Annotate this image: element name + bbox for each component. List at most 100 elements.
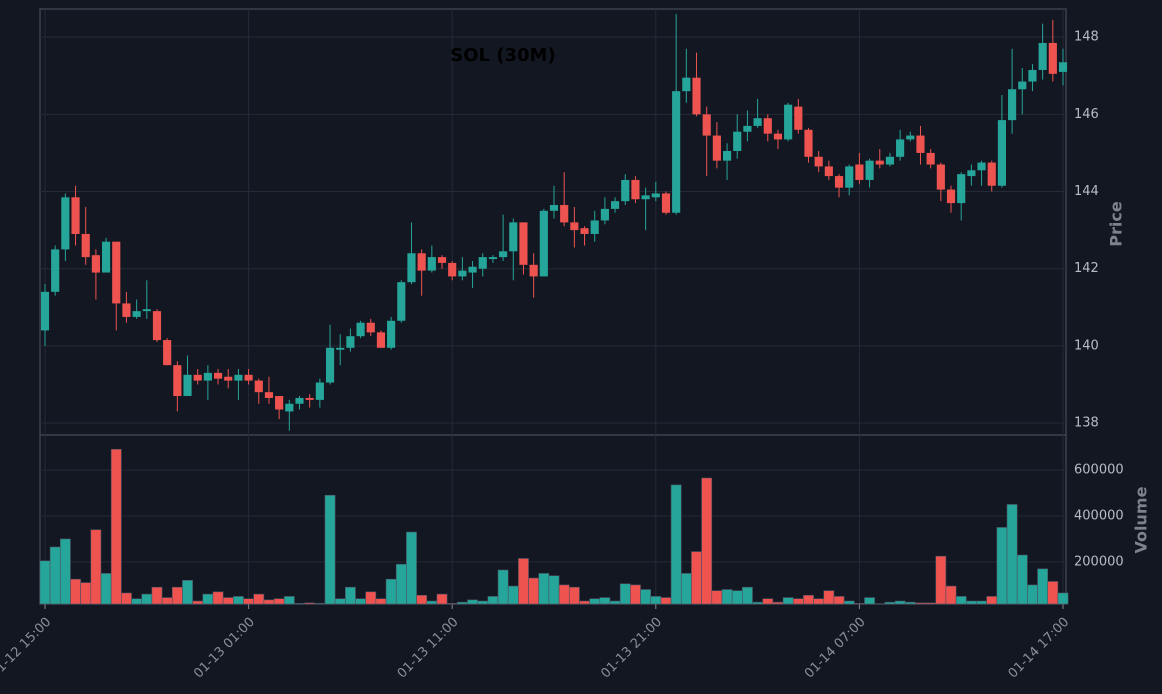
volume-bar <box>1027 584 1038 605</box>
volume-bar <box>222 597 234 605</box>
volume-bar <box>192 600 204 605</box>
candle-body <box>753 118 762 126</box>
volume-bar <box>518 558 529 605</box>
volume-bar <box>1047 581 1059 605</box>
x-tick-label: 01-12 15:00 <box>0 615 54 682</box>
candle-body <box>784 104 793 140</box>
volume-bar <box>141 593 153 605</box>
y-tick-label: 142 <box>1074 261 1099 276</box>
candle-body <box>325 347 335 383</box>
candle-body <box>875 160 884 165</box>
candle-body <box>539 210 548 277</box>
volume-bar <box>110 448 122 605</box>
candle-body <box>1048 42 1057 74</box>
volume-bar <box>884 601 896 605</box>
candle-body <box>712 135 721 161</box>
candle-body <box>163 340 172 366</box>
candle-body <box>315 382 324 400</box>
volume-bar <box>385 578 397 605</box>
candle-body <box>417 253 426 271</box>
volume-bar <box>1006 504 1018 605</box>
y-tick-label: 600000 <box>1074 462 1124 477</box>
candle-body <box>346 336 355 348</box>
x-tick-label: 01-13 11:00 <box>395 615 462 682</box>
volume-bar <box>589 598 601 605</box>
candle-body <box>254 380 263 393</box>
candle-body <box>672 91 681 213</box>
volume-bar <box>233 596 244 605</box>
candle-body <box>183 374 192 397</box>
candle-body <box>275 396 284 410</box>
candle-body <box>763 118 772 134</box>
candle-body <box>132 311 141 317</box>
volume-bar <box>823 590 835 605</box>
y-tick-label: 200000 <box>1074 554 1124 569</box>
volume-bar <box>467 599 478 605</box>
volume-bar <box>945 585 957 605</box>
y-tick-label: 144 <box>1074 184 1099 199</box>
candle-body <box>865 160 874 180</box>
candle-body <box>499 251 508 258</box>
volume-bar <box>243 598 254 605</box>
volume-bar <box>334 598 346 605</box>
candle-body <box>926 152 935 165</box>
candle-body <box>224 376 233 381</box>
volume-bar <box>324 494 336 605</box>
candle-body <box>203 372 212 381</box>
price-axis-label: Price <box>1107 201 1126 247</box>
volume-bar <box>253 593 265 605</box>
volume-bar <box>782 597 794 605</box>
volume-bar <box>579 600 590 605</box>
volume-bar <box>121 592 132 605</box>
volume-bar <box>90 529 102 605</box>
volume-bar <box>935 555 947 605</box>
volume-bar <box>599 597 611 605</box>
candle-body <box>264 392 274 398</box>
candle-body <box>936 164 945 190</box>
candle-body <box>600 208 609 221</box>
volume-bar <box>568 586 580 605</box>
volume-bar <box>355 598 366 605</box>
candle-body <box>285 403 294 412</box>
candle-body <box>560 205 569 223</box>
volume-bar <box>619 583 631 605</box>
volume-bar <box>548 575 560 605</box>
candle-body <box>570 222 579 231</box>
candle-body <box>102 241 111 273</box>
volume-bar <box>345 586 356 605</box>
candle-body <box>722 151 732 161</box>
candle-body <box>193 374 202 381</box>
candle-body <box>590 220 599 234</box>
candle-body <box>794 106 803 130</box>
volume-bar <box>996 527 1008 605</box>
candle-body <box>1008 89 1017 121</box>
candle-body <box>305 397 314 400</box>
candle-body <box>896 139 905 157</box>
volume-bar <box>772 601 784 605</box>
candle-body <box>651 193 660 198</box>
volume-bar <box>843 600 855 605</box>
candle-body <box>407 253 416 283</box>
volume-bar <box>680 573 692 605</box>
candle-body <box>702 114 711 136</box>
candle-body <box>1018 81 1027 90</box>
volume-bar <box>701 477 713 605</box>
volume-bar <box>426 600 438 605</box>
volume-bar <box>864 597 875 605</box>
candle-body <box>611 201 620 209</box>
candle-body <box>549 205 559 211</box>
candle-body <box>885 156 895 165</box>
y-tick-label: 148 <box>1074 30 1099 45</box>
volume-bar <box>986 596 998 605</box>
volume-bar <box>131 598 143 605</box>
volume-bar <box>1016 554 1028 605</box>
candle-body <box>437 257 447 263</box>
candle-body <box>692 77 701 115</box>
volume-bar <box>161 597 173 605</box>
volume-bar <box>976 600 987 605</box>
candle-body <box>81 233 90 258</box>
candle-body <box>61 197 70 250</box>
candle-body <box>509 222 518 252</box>
candle-body <box>173 365 182 397</box>
candle-body <box>468 266 477 273</box>
